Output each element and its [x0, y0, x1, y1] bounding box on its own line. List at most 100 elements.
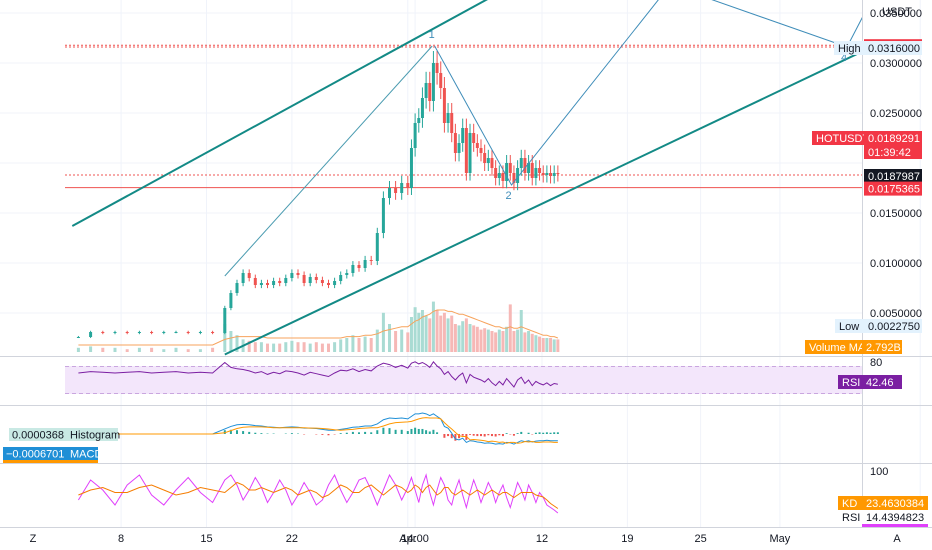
volume-bar — [468, 324, 472, 352]
kd-rsi-value-badge-bg — [862, 510, 928, 524]
time-tick-label: 15 — [200, 533, 212, 545]
rsi-label-badge: RSI — [838, 375, 862, 389]
macd-histogram-bar — [425, 430, 428, 434]
macd-histogram-bar — [469, 434, 472, 435]
candle-body — [198, 332, 202, 333]
kd-label-badge: KD — [838, 496, 862, 510]
volume-bar — [235, 335, 239, 352]
macd-histogram-bar — [376, 430, 379, 434]
time-tick-label: 14:00 — [401, 533, 429, 545]
candle-body — [409, 148, 413, 188]
candle-body — [538, 168, 542, 173]
macd-histogram-bar — [527, 432, 530, 434]
support-badge-text: 0.0175365 — [868, 184, 920, 196]
macd-histogram-bar — [351, 431, 354, 434]
level-mid-badge: 0.0187987 — [864, 169, 922, 183]
candle-body — [89, 332, 93, 337]
channel-upper-line[interactable] — [71, 0, 489, 227]
macd-histogram-bar — [382, 427, 385, 434]
projection-path[interactable] — [434, 0, 896, 186]
volume-bar — [556, 339, 560, 352]
volume-bar — [464, 318, 468, 352]
quote-currency-label: USDT — [882, 6, 912, 18]
volume-bar — [461, 321, 465, 352]
macd-histogram-bar — [436, 432, 439, 434]
candle-body — [494, 168, 498, 178]
price-tick-label: 0.0350000 — [870, 8, 922, 20]
volume-bar — [420, 310, 424, 352]
candle-body — [235, 283, 239, 293]
kd-value-badge: 23.4630384 — [862, 496, 928, 510]
volume-bars — [76, 301, 560, 352]
rsi-top-tick: 80 — [870, 357, 882, 369]
volume-bar — [439, 315, 443, 352]
candle-body — [229, 293, 233, 308]
high-label-badge: High — [834, 41, 864, 55]
volume-bar — [369, 338, 373, 352]
macd-histogram-bar — [545, 432, 548, 434]
volume-bar — [413, 307, 417, 352]
kd-rsi-label-badge: RSI — [838, 510, 862, 524]
candle-body — [357, 265, 361, 268]
macd-histogram-bar — [553, 432, 556, 434]
price-tick-label: 0.0100000 — [870, 258, 922, 270]
channel-lower-line[interactable] — [224, 24, 920, 356]
macd-value-bg — [3, 447, 67, 460]
macd-histogram-bar — [494, 434, 497, 437]
volume-bar — [424, 315, 428, 352]
candle-body — [272, 281, 276, 285]
candle-body — [424, 83, 428, 98]
candle-body — [483, 153, 487, 163]
volume-bar — [394, 331, 398, 352]
current-price-badge-text: 0.0189291 — [868, 133, 920, 145]
kd-value-badge-bg — [862, 496, 928, 510]
level-lines — [65, 44, 862, 189]
macd-histogram-bar — [461, 434, 464, 436]
candle-body — [501, 173, 505, 181]
countdown-badge-text: 01:39:42 — [868, 147, 911, 159]
volume-bar — [89, 346, 93, 352]
volume-ma-label-badge-text: Volume MA — [809, 342, 866, 354]
volume-bar — [446, 318, 450, 352]
timezone-corner[interactable]: Z — [30, 533, 37, 545]
macd-histogram-bar — [501, 434, 504, 437]
macd-histogram-bar — [406, 431, 409, 434]
volume-bar — [512, 331, 516, 352]
price-axis[interactable]: 0.0350000 0.0300000 0.0250000 0.0150000 0.01… — [870, 8, 922, 320]
projection-labels: 1 2 4 — [429, 29, 847, 202]
macd-histogram-bar — [542, 432, 545, 434]
time-tick-label: Apr — [399, 533, 416, 545]
symbol-badge-text: HOTUSDT — [816, 133, 869, 145]
channel-inner-line[interactable] — [224, 45, 433, 277]
candle-body — [417, 118, 421, 123]
candle-body — [519, 158, 523, 168]
volume-bar — [475, 326, 479, 352]
candle-body — [486, 158, 490, 163]
volume-bar — [211, 347, 215, 352]
rsi-label-badge-bg — [838, 375, 862, 389]
candle-body — [223, 308, 227, 333]
auto-scale-corner[interactable]: A — [893, 533, 901, 545]
candle-body — [327, 283, 330, 285]
histogram-legend-bg — [9, 428, 118, 441]
volume-bar — [113, 347, 117, 352]
low-value-badge-bg — [864, 319, 922, 333]
candle-body — [375, 233, 379, 261]
volume-bar — [302, 342, 306, 352]
macd-panel — [78, 412, 559, 445]
macd-histogram-bar — [242, 431, 245, 434]
time-tick-label: 8 — [118, 533, 124, 545]
price-tick-label: 0.0300000 — [870, 58, 922, 70]
candle-body — [253, 278, 257, 285]
volume-bar — [497, 329, 501, 352]
candle-body — [278, 281, 282, 283]
price-tick-label: 0.0050000 — [870, 308, 922, 320]
macd-histogram-bar — [538, 432, 541, 434]
candle-body — [475, 143, 479, 148]
trend-channel[interactable] — [71, 0, 920, 356]
macd-histogram-bar — [290, 433, 293, 434]
volume-bar — [486, 329, 490, 352]
macd-histogram-bar — [410, 428, 413, 434]
